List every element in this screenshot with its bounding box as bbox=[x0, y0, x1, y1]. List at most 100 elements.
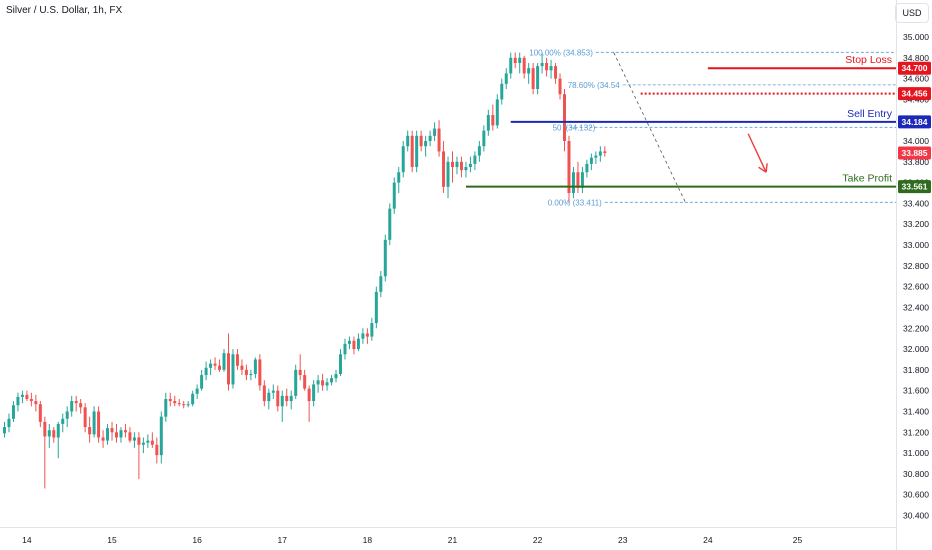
fib-label: 50 bbox=[553, 123, 562, 132]
candle-body bbox=[155, 444, 159, 456]
candle bbox=[101, 430, 105, 448]
candle-body bbox=[106, 428, 110, 441]
candle bbox=[406, 130, 410, 152]
candle bbox=[343, 338, 347, 360]
price-tick-label: 31.400 bbox=[903, 406, 929, 416]
price-tag-text: 34.184 bbox=[902, 117, 928, 127]
candle-body bbox=[334, 374, 338, 379]
candle bbox=[83, 403, 87, 433]
candle-body bbox=[455, 161, 459, 168]
candle bbox=[482, 125, 486, 152]
candle-body bbox=[137, 437, 141, 445]
time-tick-label: 16 bbox=[192, 535, 202, 545]
candle bbox=[200, 369, 204, 391]
arrow-head bbox=[765, 163, 768, 173]
candle-body bbox=[594, 155, 598, 158]
candle bbox=[47, 423, 51, 448]
candle bbox=[191, 390, 195, 407]
fib-label: 78.60% (34.54 bbox=[568, 81, 621, 90]
candle-body bbox=[585, 163, 589, 173]
currency-button[interactable]: USD bbox=[895, 3, 929, 23]
candle-body bbox=[464, 167, 468, 171]
candle-body bbox=[249, 374, 253, 376]
candle bbox=[253, 357, 257, 379]
candle-body bbox=[504, 73, 508, 84]
candle-body bbox=[379, 276, 383, 292]
candle bbox=[388, 203, 392, 246]
candle-body bbox=[419, 135, 423, 147]
price-tick-label: 32.200 bbox=[903, 323, 929, 333]
candle bbox=[598, 146, 602, 162]
candle bbox=[464, 161, 468, 178]
candle bbox=[397, 167, 401, 194]
candle-body bbox=[7, 418, 11, 428]
candle bbox=[128, 427, 132, 443]
candle-body bbox=[123, 430, 127, 433]
candle-body bbox=[603, 151, 607, 153]
candle-body bbox=[361, 333, 365, 339]
price-tick-label: 33.800 bbox=[903, 157, 929, 167]
candle bbox=[401, 141, 405, 178]
candle-body bbox=[549, 66, 553, 71]
candle-body bbox=[128, 432, 132, 441]
candle bbox=[88, 416, 92, 443]
fib-label-value: (34.132) bbox=[566, 123, 596, 132]
candle-body bbox=[182, 404, 186, 406]
candle bbox=[173, 395, 177, 407]
candle bbox=[222, 349, 226, 372]
candle bbox=[280, 390, 284, 422]
candles bbox=[3, 52, 607, 489]
candle-body bbox=[531, 68, 535, 90]
candle bbox=[428, 130, 432, 147]
candle bbox=[509, 52, 513, 79]
candle bbox=[74, 395, 78, 412]
candle bbox=[240, 359, 244, 376]
candle-body bbox=[571, 172, 575, 194]
price-tick-label: 32.800 bbox=[903, 261, 929, 271]
time-tick-label: 21 bbox=[448, 535, 458, 545]
candle-body bbox=[433, 128, 437, 136]
candle bbox=[330, 375, 334, 386]
candle-body bbox=[406, 135, 410, 147]
candle-body bbox=[61, 418, 65, 424]
candle bbox=[244, 364, 248, 381]
candle-body bbox=[563, 94, 566, 142]
price-tick-label: 32.400 bbox=[903, 302, 929, 312]
candle bbox=[110, 421, 114, 441]
candle bbox=[123, 423, 127, 438]
candle bbox=[468, 156, 472, 173]
candle-body bbox=[545, 63, 549, 71]
candle-body bbox=[442, 151, 446, 187]
candle bbox=[589, 153, 593, 171]
time-tick-label: 18 bbox=[363, 535, 373, 545]
candle-body bbox=[141, 442, 145, 445]
candle bbox=[571, 167, 575, 199]
candle bbox=[38, 401, 42, 428]
candle-body bbox=[29, 398, 33, 402]
price-tags: 34.700 34.456 34.184 33.561 33.885 bbox=[898, 61, 931, 194]
candle bbox=[451, 151, 454, 183]
price-axis: 35.00034.80034.60034.40034.20034.00033.8… bbox=[903, 32, 929, 521]
candle-body bbox=[101, 437, 105, 441]
candle-body bbox=[428, 135, 432, 142]
candle bbox=[204, 361, 208, 381]
candle bbox=[545, 57, 549, 77]
candle-body bbox=[83, 407, 87, 428]
candle-body bbox=[92, 411, 96, 435]
candle bbox=[65, 406, 69, 428]
price-tag-bg bbox=[898, 87, 931, 101]
candle-body bbox=[97, 411, 101, 438]
candle bbox=[531, 63, 535, 95]
candle bbox=[3, 421, 6, 438]
candle bbox=[92, 406, 96, 438]
candle bbox=[155, 437, 159, 464]
candle-body bbox=[567, 141, 571, 194]
candle-body bbox=[289, 395, 293, 402]
price-tag-bg bbox=[898, 115, 931, 129]
candle-body bbox=[38, 404, 42, 422]
candle-body bbox=[325, 382, 329, 386]
candle bbox=[321, 374, 325, 391]
candle bbox=[513, 52, 517, 69]
price-tick-label: 34.600 bbox=[903, 74, 929, 84]
